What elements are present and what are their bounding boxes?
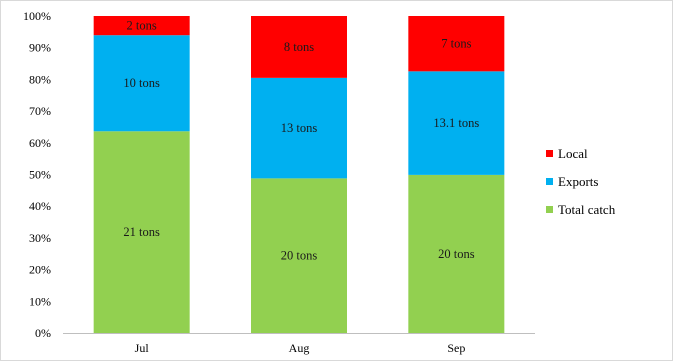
y-tick-label: 20% <box>29 263 51 277</box>
bar-segment <box>93 16 190 36</box>
data-label: 13.1 tons <box>433 116 479 130</box>
bar-segment <box>408 71 505 175</box>
x-tick-label: Sep <box>447 341 465 355</box>
y-tick-label: 80% <box>29 72 51 86</box>
bar-segment <box>93 35 190 132</box>
y-tick-label: 100% <box>23 9 51 23</box>
legend-label: Local <box>558 146 588 161</box>
legend-label: Total catch <box>558 202 616 217</box>
y-tick-label: 10% <box>29 294 51 308</box>
y-tick-label: 0% <box>35 326 51 340</box>
data-label: 7 tons <box>441 37 471 51</box>
bar-segment <box>408 16 505 72</box>
legend-label: Exports <box>558 174 598 189</box>
data-label: 21 tons <box>123 225 160 239</box>
bar-segment <box>408 174 505 333</box>
data-label: 20 tons <box>281 249 318 263</box>
plot-area: 0% 10% 20% 30% 40% 50% 60% 70% 80% 90% 100% 21 tons… <box>23 9 535 355</box>
legend-swatch <box>546 150 553 157</box>
y-tick-label: 90% <box>29 41 51 55</box>
bar-segment <box>251 77 347 179</box>
y-tick-label: 70% <box>29 104 51 118</box>
bar-segment <box>251 16 347 78</box>
x-tick-label: Aug <box>289 341 310 355</box>
legend-swatch <box>546 206 553 213</box>
bar-segment <box>93 131 190 333</box>
y-tick-label: 50% <box>29 168 51 182</box>
bar-segment <box>251 178 347 333</box>
data-label: 13 tons <box>281 121 318 135</box>
data-label: 8 tons <box>284 40 314 54</box>
y-tick-label: 60% <box>29 136 51 150</box>
data-label: 10 tons <box>123 76 160 90</box>
data-label: 20 tons <box>438 247 475 261</box>
legend: Local Exports Total catch <box>546 146 616 217</box>
y-tick-label: 40% <box>29 199 51 213</box>
y-tick-label: 30% <box>29 231 51 245</box>
x-tick-label: Jul <box>135 341 150 355</box>
legend-swatch <box>546 178 553 185</box>
data-label: 2 tons <box>127 19 157 33</box>
